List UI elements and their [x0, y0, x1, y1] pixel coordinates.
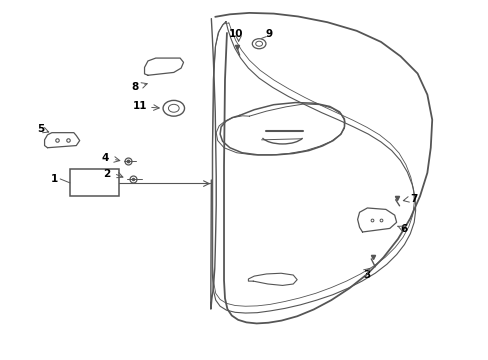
- Text: 1: 1: [51, 174, 58, 184]
- Text: 7: 7: [409, 194, 417, 204]
- Text: 8: 8: [131, 82, 138, 93]
- Text: 11: 11: [132, 102, 147, 112]
- Bar: [70, 169, 119, 196]
- Text: 2: 2: [103, 168, 110, 179]
- Text: 9: 9: [265, 29, 272, 39]
- Text: 6: 6: [400, 225, 407, 234]
- Text: 10: 10: [228, 29, 243, 39]
- Text: 4: 4: [102, 153, 109, 163]
- Text: 5: 5: [37, 124, 44, 134]
- Text: 3: 3: [363, 270, 370, 280]
